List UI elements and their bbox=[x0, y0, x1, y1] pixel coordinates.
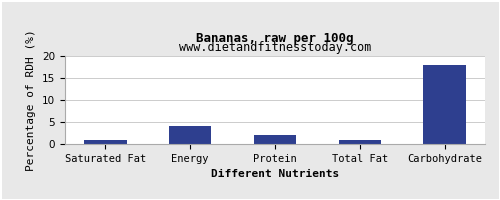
Text: Bananas, raw per 100g: Bananas, raw per 100g bbox=[196, 32, 354, 45]
Y-axis label: Percentage of RDH (%): Percentage of RDH (%) bbox=[26, 29, 36, 171]
Text: www.dietandfitnesstoday.com: www.dietandfitnesstoday.com bbox=[179, 41, 371, 54]
Bar bbox=[338, 140, 381, 144]
X-axis label: Different Nutrients: Different Nutrients bbox=[211, 169, 339, 179]
Bar bbox=[424, 65, 466, 144]
Bar bbox=[169, 126, 212, 144]
Bar bbox=[84, 140, 126, 144]
Bar bbox=[254, 135, 296, 144]
